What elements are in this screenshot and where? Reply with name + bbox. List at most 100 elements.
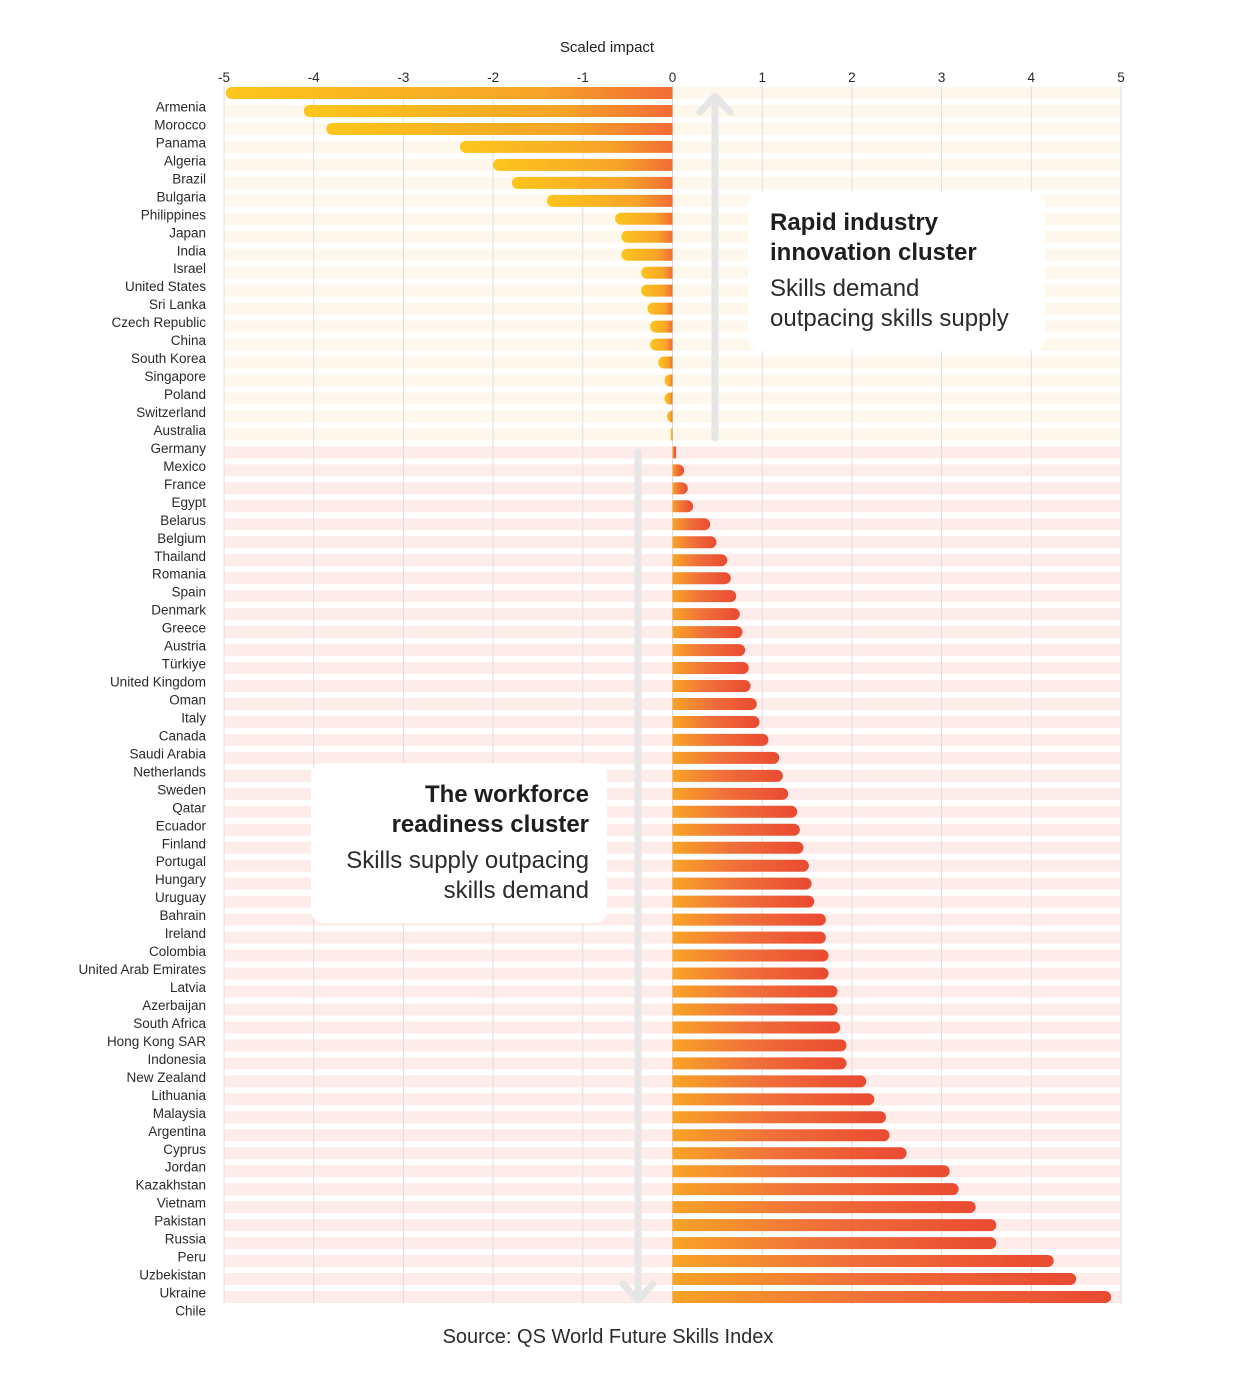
category-label: Thailand: [154, 549, 206, 564]
category-label: Azerbaijan: [142, 998, 206, 1013]
x-axis-title: Scaled impact: [560, 39, 655, 56]
bar: [672, 1021, 841, 1034]
bar: [672, 500, 694, 513]
category-label: Japan: [169, 225, 206, 240]
bar: [658, 356, 673, 369]
category-label: China: [171, 333, 207, 348]
bar: [672, 787, 789, 800]
category-label: Algeria: [164, 153, 207, 168]
category-label: Armenia: [156, 100, 207, 115]
bar: [672, 1219, 997, 1232]
bar: [672, 715, 760, 728]
category-label: Oman: [169, 693, 206, 708]
category-label: Israel: [173, 261, 206, 276]
category-label: Belarus: [160, 513, 206, 528]
bar: [672, 1290, 1112, 1303]
x-axis-ticks: -5 -4 -3 -2 -1 0 1 2 3 4 5: [218, 70, 1125, 85]
bar: [672, 751, 780, 764]
bar: [667, 410, 673, 423]
category-label: Romania: [152, 567, 207, 582]
category-label: Lithuania: [151, 1088, 206, 1103]
bar: [672, 1255, 1054, 1268]
bar: [672, 1201, 976, 1214]
category-label: Philippines: [141, 207, 207, 222]
category-label: Belgium: [157, 531, 206, 546]
category-label: Türkiye: [162, 657, 206, 672]
bar: [511, 176, 673, 189]
category-label: Pakistan: [154, 1214, 206, 1229]
bar: [670, 428, 673, 441]
category-label: Bulgaria: [156, 189, 206, 204]
bar: [459, 140, 673, 153]
annotation-title: Rapid industry innovation cluster: [770, 209, 977, 266]
bar: [672, 536, 717, 549]
bar: [615, 212, 673, 225]
x-tick-label: 0: [669, 70, 677, 85]
bar: [672, 644, 746, 657]
bar: [672, 608, 740, 621]
x-tick-label: -3: [397, 70, 409, 85]
bar: [225, 87, 673, 99]
category-label: Singapore: [144, 369, 206, 384]
category-labels: Armenia Morocco Panama Algeria Brazil Bulgari…: [78, 100, 206, 1319]
category-label: Hungary: [155, 872, 206, 887]
bar: [493, 158, 673, 171]
category-label: Morocco: [154, 117, 206, 132]
annotation-text: Skills demand outpacing skills supply: [770, 275, 1009, 332]
bar: [326, 122, 673, 135]
bar: [672, 1129, 890, 1142]
bar: [641, 266, 673, 279]
category-label: Uruguay: [155, 890, 206, 905]
category-label: France: [164, 477, 206, 492]
bar: [647, 302, 673, 315]
bar: [672, 823, 800, 836]
bar: [672, 1057, 847, 1070]
category-label: Finland: [162, 836, 206, 851]
category-label: Chile: [175, 1303, 206, 1318]
category-label: Canada: [159, 728, 207, 743]
bar: [672, 1039, 847, 1052]
annotation-title: The workforce readiness cluster: [391, 781, 589, 838]
category-label: South Africa: [133, 1016, 206, 1031]
bar: [672, 446, 677, 459]
category-label: Mexico: [163, 459, 206, 474]
bar: [672, 949, 829, 962]
bar: [672, 985, 838, 998]
x-tick-label: 5: [1117, 70, 1125, 85]
annotation-workforce-cluster: The workforce readiness cluster Skills s…: [311, 763, 607, 923]
x-tick-label: 4: [1028, 70, 1036, 85]
category-label: Bahrain: [159, 908, 206, 923]
bar: [672, 662, 749, 675]
category-label: Peru: [177, 1250, 206, 1265]
bar: [672, 967, 829, 980]
category-label: Panama: [156, 135, 207, 150]
bars: [225, 87, 1112, 1303]
category-label: Indonesia: [147, 1052, 206, 1067]
category-label: Austria: [164, 639, 207, 654]
bar: [672, 841, 804, 854]
category-label: United Arab Emirates: [78, 962, 206, 977]
bar: [672, 895, 815, 908]
x-tick-label: 3: [938, 70, 946, 85]
category-label: Ecuador: [156, 818, 207, 833]
bar: [672, 931, 826, 944]
bar: [650, 320, 673, 333]
bar: [650, 338, 673, 351]
bar: [672, 769, 783, 782]
bar: [672, 1183, 959, 1196]
x-tick-label: -4: [308, 70, 320, 85]
bar: [672, 1111, 886, 1124]
bar: [672, 1273, 1077, 1286]
bar: [672, 572, 731, 585]
bar: [672, 1147, 907, 1160]
category-label: Germany: [150, 441, 206, 456]
category-label: United Kingdom: [110, 675, 206, 690]
bar: [672, 1003, 838, 1016]
category-label: South Korea: [131, 351, 207, 366]
bar: [672, 877, 812, 890]
category-label: Switzerland: [136, 405, 206, 420]
category-label: Greece: [162, 621, 206, 636]
category-label: Argentina: [148, 1124, 206, 1139]
category-label: Saudi Arabia: [129, 746, 206, 761]
bar: [672, 626, 743, 639]
